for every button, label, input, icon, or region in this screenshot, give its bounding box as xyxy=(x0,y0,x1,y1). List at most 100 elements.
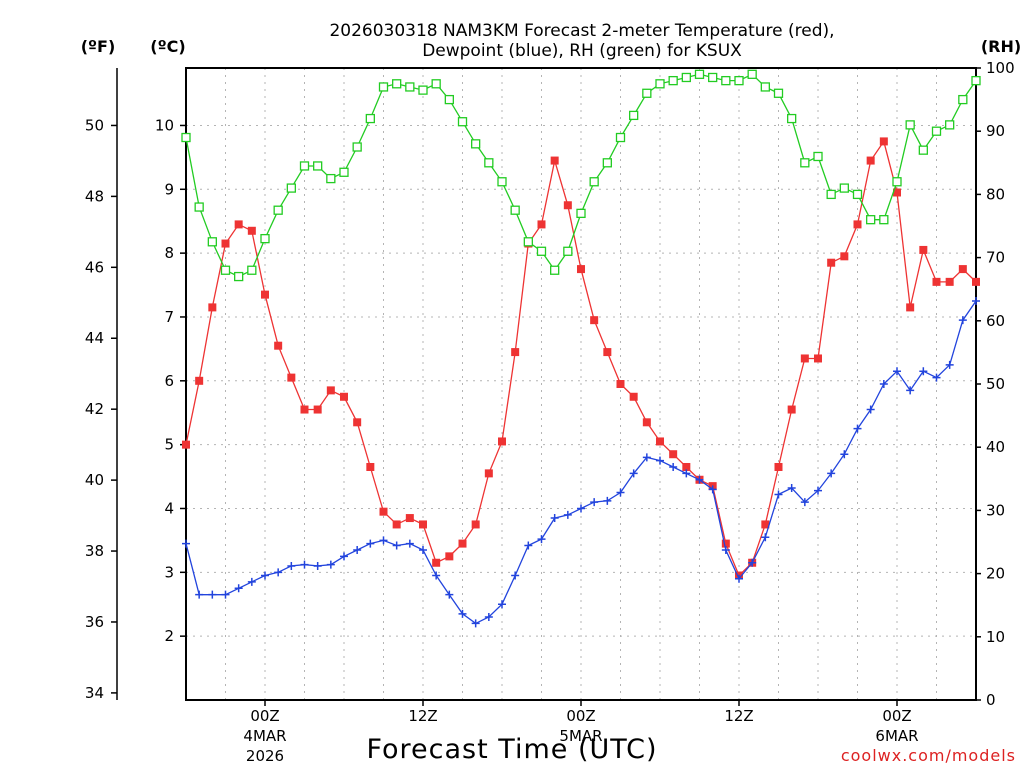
rh-point xyxy=(339,167,349,177)
temperature-series xyxy=(182,137,980,580)
x-tick-label: 00Z xyxy=(566,707,595,725)
rh-point xyxy=(971,75,981,86)
rh-point xyxy=(313,161,323,171)
rh-point xyxy=(905,120,915,130)
temperature-point xyxy=(958,265,967,274)
rh-unit-label: (RH) xyxy=(981,37,1021,56)
temperature-point xyxy=(221,239,230,248)
x-tick-date-label: 4MAR xyxy=(243,727,286,745)
dewpoint-point xyxy=(498,600,506,609)
rh-tick-label: 0 xyxy=(986,691,996,709)
dewpoint-point xyxy=(695,475,704,484)
temperature-point xyxy=(774,462,783,471)
rh-point xyxy=(234,271,244,282)
temperature-point xyxy=(300,405,309,414)
dewpoint-point xyxy=(484,613,493,622)
temperature-point xyxy=(326,386,335,395)
temperature-point xyxy=(656,437,664,446)
temperature-point xyxy=(827,258,836,267)
dewpoint-point xyxy=(379,536,388,545)
rh-tick-label: 60 xyxy=(986,312,1005,330)
temperature-point xyxy=(182,440,190,449)
rh-tick-label: 10 xyxy=(986,628,1005,646)
rh-point xyxy=(668,75,678,86)
rh-point xyxy=(800,158,810,168)
temperature-point xyxy=(669,450,678,459)
rh-tick-label: 100 xyxy=(986,59,1015,77)
celsius-tick-label: 3 xyxy=(164,563,174,581)
temperature-point xyxy=(629,392,638,401)
rh-point xyxy=(273,205,283,215)
dewpoint-point xyxy=(682,469,691,478)
rh-point xyxy=(787,113,797,124)
dewpoint-point xyxy=(814,486,822,495)
temperature-point xyxy=(405,514,414,523)
rh-point xyxy=(931,126,942,136)
dewpoint-point xyxy=(313,561,322,570)
rh-point xyxy=(378,82,389,92)
rh-point xyxy=(945,120,955,130)
rh-point xyxy=(958,94,968,105)
celsius-tick-label: 4 xyxy=(164,499,174,517)
x-tick-label: 12Z xyxy=(408,707,437,725)
temperature-point xyxy=(919,245,928,254)
rh-point xyxy=(299,161,310,171)
rh-point xyxy=(655,79,665,89)
dewpoint-point xyxy=(958,316,967,325)
rh-point xyxy=(642,88,652,98)
dewpoint-point xyxy=(932,373,941,382)
x-tick-label: 12Z xyxy=(724,707,753,725)
rh-point xyxy=(260,233,270,244)
temperature-point xyxy=(945,277,954,286)
temperature-point xyxy=(498,437,506,446)
temperature-point xyxy=(853,220,862,229)
rh-tick-label: 70 xyxy=(986,249,1005,267)
rh-point xyxy=(734,75,744,86)
dewpoint-point xyxy=(274,568,283,577)
temperature-point xyxy=(208,303,217,312)
dewpoint-point xyxy=(300,560,309,569)
temperature-point xyxy=(642,418,651,427)
rh-point xyxy=(839,183,849,193)
rh-point xyxy=(866,215,876,225)
dewpoint-point xyxy=(537,535,546,544)
fahrenheit-tick-label: 50 xyxy=(85,116,104,134)
dewpoint-point xyxy=(787,484,796,493)
rh-point xyxy=(629,110,639,121)
celsius-tick-label: 10 xyxy=(155,116,174,134)
dewpoint-point xyxy=(340,552,348,561)
fahrenheit-tick-label: 36 xyxy=(85,613,104,631)
dewpoint-point xyxy=(432,571,441,580)
chart-title-line1: 2026030318 NAM3KM Forecast 2-meter Tempe… xyxy=(329,21,834,41)
rh-point xyxy=(431,79,441,89)
temperature-point xyxy=(379,507,388,516)
rh-point xyxy=(576,208,586,219)
dewpoint-point xyxy=(366,539,375,548)
dewpoint-point xyxy=(748,558,757,567)
temperature-point xyxy=(392,520,401,529)
rh-point xyxy=(286,183,296,193)
rh-point xyxy=(747,69,757,79)
dewpoint-point xyxy=(550,514,559,523)
temperature-point xyxy=(234,220,243,229)
temperature-point xyxy=(721,539,730,548)
rh-point xyxy=(497,177,507,187)
x-tick-date-label: 6MAR xyxy=(875,727,918,745)
dewpoint-point xyxy=(972,297,980,306)
temperature-point xyxy=(287,373,296,382)
temperature-point xyxy=(906,303,915,312)
dewpoint-point xyxy=(511,571,520,580)
dewpoint-point xyxy=(471,619,480,628)
dewpoint-point xyxy=(866,405,875,414)
dewpoint-point xyxy=(577,504,585,513)
dewpoint-point xyxy=(642,453,651,462)
rh-point xyxy=(365,113,375,124)
dewpoint-point xyxy=(735,574,743,583)
temperature-point xyxy=(972,277,980,286)
rh-point xyxy=(826,189,836,200)
dewpoint-point xyxy=(208,590,217,599)
temperature-point xyxy=(261,290,269,299)
rh-point xyxy=(694,69,705,79)
temperature-point xyxy=(590,316,599,325)
